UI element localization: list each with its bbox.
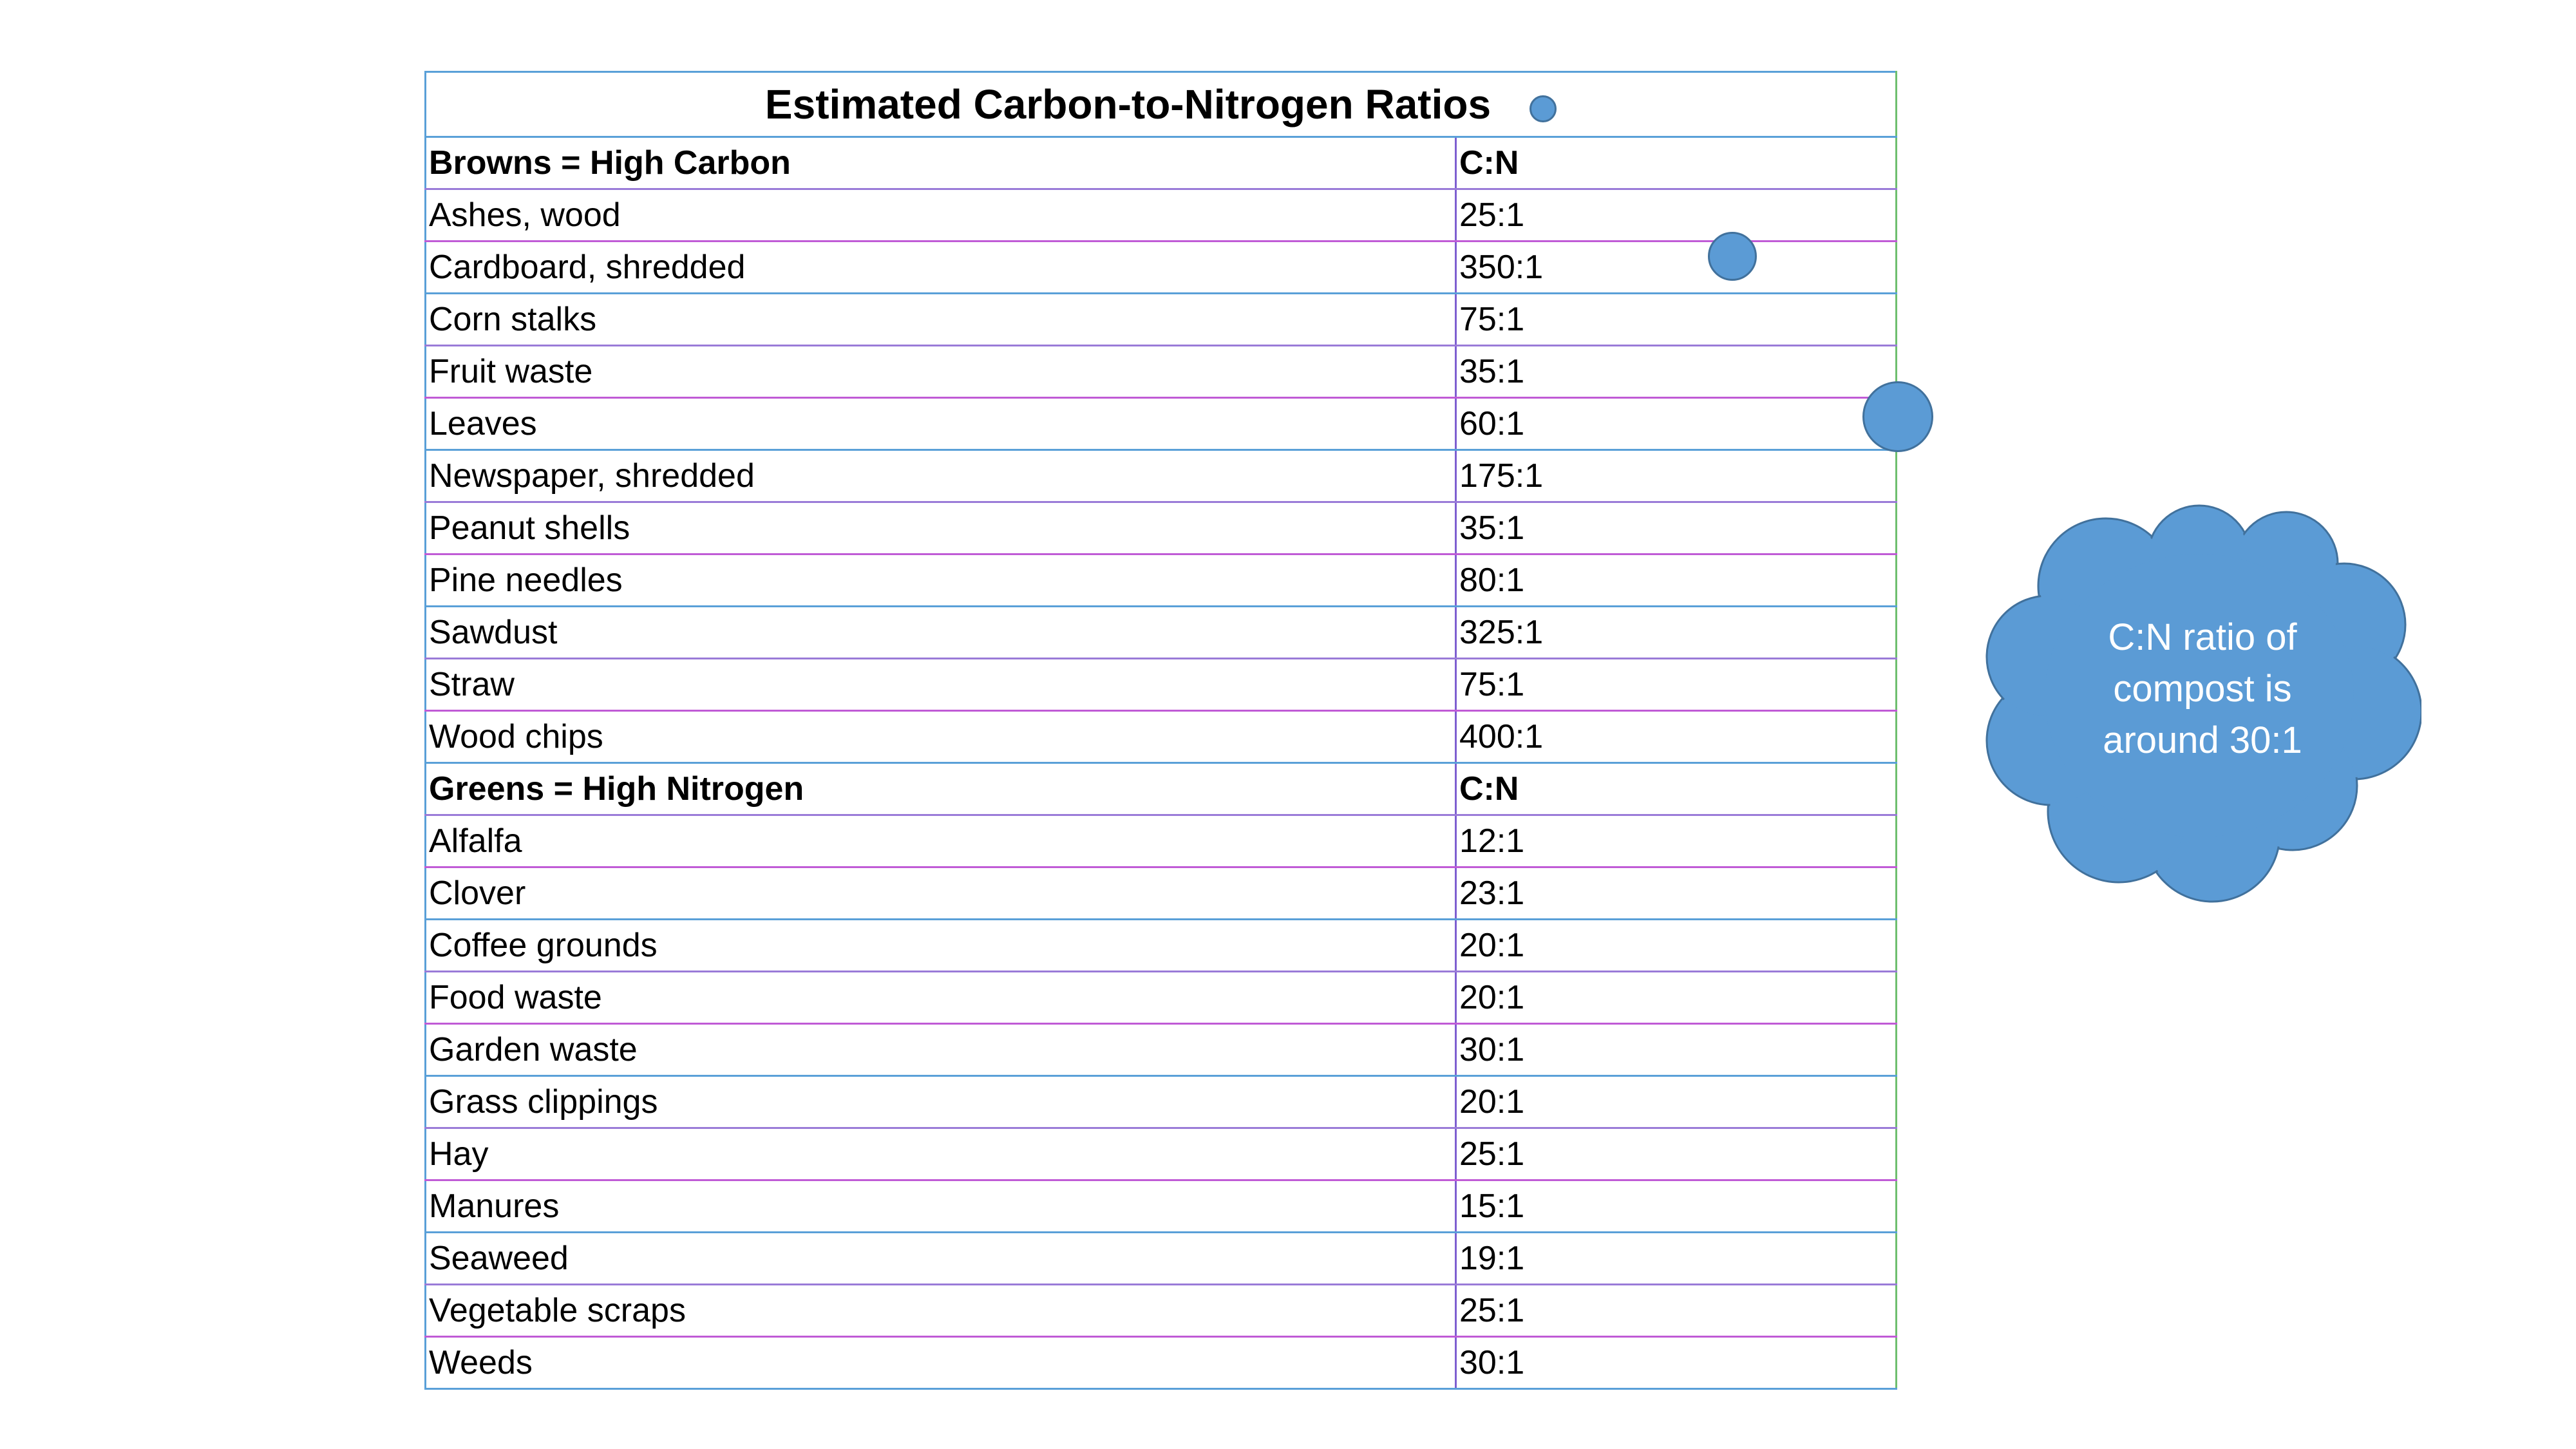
table-row: Wood chips 400:1 xyxy=(425,710,1897,764)
ratio-value-cell: 35:1 xyxy=(1455,502,1897,555)
ratio-value-cell: 20:1 xyxy=(1455,971,1897,1025)
ratio-value-cell: 175:1 xyxy=(1455,450,1897,503)
table-row: Corn stalks 75:1 xyxy=(425,293,1897,346)
material-name-cell: Hay xyxy=(425,1128,1457,1181)
material-name-cell: Corn stalks xyxy=(425,293,1457,346)
thought-bubble-dot-small-icon xyxy=(1530,95,1557,122)
ratio-value-cell: 20:1 xyxy=(1455,919,1897,972)
table-row: Straw 75:1 xyxy=(425,658,1897,712)
table-row: Peanut shells 35:1 xyxy=(425,502,1897,555)
material-name-cell: Ashes, wood xyxy=(425,189,1457,242)
table-row: Fruit waste 35:1 xyxy=(425,345,1897,399)
header-material-cell: Browns = High Carbon xyxy=(425,137,1457,190)
browns-header-row: Browns = High Carbon C:N xyxy=(425,137,1897,190)
table-row: Weeds 30:1 xyxy=(425,1336,1897,1390)
material-name-cell: Fruit waste xyxy=(425,345,1457,399)
table-row: Manures 15:1 xyxy=(425,1180,1897,1233)
header-ratio-cell: C:N xyxy=(1455,137,1897,190)
ratio-value-cell: 25:1 xyxy=(1455,1284,1897,1338)
ratio-value-cell: 75:1 xyxy=(1455,293,1897,346)
table-row: Newspaper, shredded 175:1 xyxy=(425,450,1897,503)
ratio-value-cell: 325:1 xyxy=(1455,606,1897,659)
material-name-cell: Straw xyxy=(425,658,1457,712)
material-name-cell: Clover xyxy=(425,867,1457,920)
ratio-value-cell: 19:1 xyxy=(1455,1232,1897,1285)
header-material-cell: Greens = High Nitrogen xyxy=(425,762,1457,816)
ratio-value-cell: 25:1 xyxy=(1455,189,1897,242)
ratio-value-cell: 35:1 xyxy=(1455,345,1897,399)
table-row: Cardboard, shredded 350:1 xyxy=(425,241,1897,294)
ratio-value-cell: 30:1 xyxy=(1455,1023,1897,1077)
ratio-value-cell: 30:1 xyxy=(1455,1336,1897,1390)
material-name-cell: Wood chips xyxy=(425,710,1457,764)
table-title-cell: Estimated Carbon-to-Nitrogen Ratios xyxy=(425,71,1897,138)
ratio-value-cell: 25:1 xyxy=(1455,1128,1897,1181)
callout-line: C:N ratio of xyxy=(2108,616,2297,658)
table-row: Coffee grounds 20:1 xyxy=(425,919,1897,972)
ratio-value-cell: 23:1 xyxy=(1455,867,1897,920)
table-row: Ashes, wood 25:1 xyxy=(425,189,1897,242)
callout-text: C:N ratio of compost is around 30:1 xyxy=(2087,612,2318,766)
table-row: Food waste 20:1 xyxy=(425,971,1897,1025)
ratio-value-cell: 20:1 xyxy=(1455,1075,1897,1129)
greens-header-row: Greens = High Nitrogen C:N xyxy=(425,762,1897,816)
thought-bubble-dot-large-icon xyxy=(1862,381,1933,452)
ratio-value-cell: 15:1 xyxy=(1455,1180,1897,1233)
material-name-cell: Leaves xyxy=(425,397,1457,451)
table-row: Hay 25:1 xyxy=(425,1128,1897,1181)
material-name-cell: Pine needles xyxy=(425,554,1457,607)
material-name-cell: Garden waste xyxy=(425,1023,1457,1077)
callout-line: compost is xyxy=(2113,668,2292,710)
table-row: Seaweed 19:1 xyxy=(425,1232,1897,1285)
ratio-value-cell: 75:1 xyxy=(1455,658,1897,712)
material-name-cell: Weeds xyxy=(425,1336,1457,1390)
thought-bubble-dot-medium-icon xyxy=(1708,232,1757,281)
ratio-value-cell: 350:1 xyxy=(1455,241,1897,294)
material-name-cell: Cardboard, shredded xyxy=(425,241,1457,294)
material-name-cell: Manures xyxy=(425,1180,1457,1233)
material-name-cell: Newspaper, shredded xyxy=(425,450,1457,503)
cn-ratio-table: Estimated Carbon-to-Nitrogen Ratios Brow… xyxy=(424,71,1897,1390)
material-name-cell: Food waste xyxy=(425,971,1457,1025)
ratio-value-cell: 80:1 xyxy=(1455,554,1897,607)
table-row: Leaves 60:1 xyxy=(425,397,1897,451)
table-row: Vegetable scraps 25:1 xyxy=(425,1284,1897,1338)
material-name-cell: Seaweed xyxy=(425,1232,1457,1285)
material-name-cell: Coffee grounds xyxy=(425,919,1457,972)
ratio-value-cell: 400:1 xyxy=(1455,710,1897,764)
table-row: Grass clippings 20:1 xyxy=(425,1075,1897,1129)
ratio-value-cell: 12:1 xyxy=(1455,815,1897,868)
callout-line: around 30:1 xyxy=(2103,719,2302,761)
table-row: Sawdust 325:1 xyxy=(425,606,1897,659)
material-name-cell: Vegetable scraps xyxy=(425,1284,1457,1338)
material-name-cell: Grass clippings xyxy=(425,1075,1457,1129)
header-ratio-cell: C:N xyxy=(1455,762,1897,816)
table-title-row: Estimated Carbon-to-Nitrogen Ratios xyxy=(425,71,1897,138)
table-row: Pine needles 80:1 xyxy=(425,554,1897,607)
material-name-cell: Alfalfa xyxy=(425,815,1457,868)
table-row: Garden waste 30:1 xyxy=(425,1023,1897,1077)
ratio-value-cell: 60:1 xyxy=(1455,397,1897,451)
thought-bubble-callout: C:N ratio of compost is around 30:1 xyxy=(1984,496,2421,914)
thought-bubble-icon xyxy=(1985,504,2421,903)
table-title: Estimated Carbon-to-Nitrogen Ratios xyxy=(764,81,1492,128)
material-name-cell: Sawdust xyxy=(425,606,1457,659)
table-row: Clover 23:1 xyxy=(425,867,1897,920)
material-name-cell: Peanut shells xyxy=(425,502,1457,555)
table-row: Alfalfa 12:1 xyxy=(425,815,1897,868)
